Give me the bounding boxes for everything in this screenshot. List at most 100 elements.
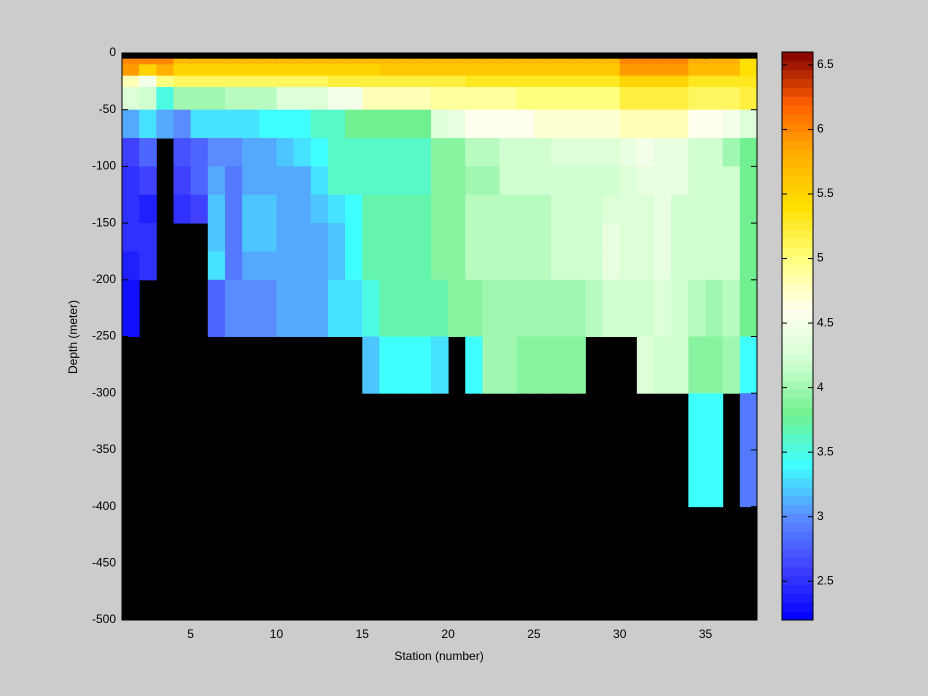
cell [379, 109, 398, 139]
cell [585, 75, 604, 88]
cell [139, 166, 157, 196]
colorbar-band [782, 309, 813, 319]
cell [499, 251, 518, 281]
cell [430, 251, 449, 281]
cell [499, 87, 518, 111]
cell [482, 223, 501, 252]
colorbar-tick-label: 3 [817, 509, 824, 523]
y-tick-label: -500 [92, 612, 116, 626]
cell [242, 223, 260, 252]
cell [619, 194, 638, 224]
cell [413, 75, 432, 88]
cell [654, 58, 672, 65]
cell [568, 109, 586, 139]
cell [207, 279, 226, 337]
cell [396, 109, 415, 139]
cell [499, 279, 518, 337]
colorbar-band [782, 220, 813, 230]
cell [413, 279, 432, 337]
cell [242, 194, 260, 224]
cell [465, 109, 483, 139]
colorbar-band [782, 256, 813, 266]
cell [671, 138, 689, 167]
colorbar-band [782, 549, 813, 559]
cell [190, 58, 209, 65]
cell [190, 87, 209, 111]
cell [671, 75, 689, 88]
cell [619, 87, 638, 111]
cell [122, 279, 140, 337]
cell [671, 166, 689, 196]
cell [173, 194, 192, 224]
cell [636, 75, 655, 88]
colorbar-band [782, 291, 813, 301]
cell [122, 64, 140, 77]
cell [722, 223, 741, 252]
cell [362, 279, 380, 337]
cell [396, 75, 415, 88]
cell [722, 64, 741, 77]
cell [224, 166, 243, 196]
cell [276, 87, 295, 111]
cell [499, 223, 518, 252]
cell [482, 166, 501, 196]
cell [224, 251, 243, 281]
cell [551, 87, 569, 111]
cell [636, 166, 655, 196]
cell [568, 87, 586, 111]
colorbar-tick-label: 2.5 [817, 573, 834, 587]
cell [448, 109, 466, 139]
cell [465, 336, 483, 394]
colorbar-band [782, 407, 813, 417]
cell [310, 251, 329, 281]
cell [345, 138, 363, 167]
cell [259, 251, 277, 281]
cell [122, 166, 140, 196]
cell [602, 223, 621, 252]
cell [516, 138, 535, 167]
cell [688, 75, 707, 88]
cell [310, 279, 329, 337]
y-axis-label: Depth (meter) [66, 300, 80, 374]
y-tick-label: -400 [92, 499, 116, 513]
cell [396, 166, 415, 196]
cell [139, 138, 157, 167]
cell [516, 58, 535, 65]
cell [465, 251, 483, 281]
cell [465, 87, 483, 111]
cell [327, 194, 346, 224]
cell [207, 64, 226, 77]
cell [568, 279, 586, 337]
cell [619, 75, 638, 88]
colorbar-band [782, 486, 813, 497]
cell [705, 109, 724, 139]
cell [156, 75, 174, 88]
cell [568, 64, 586, 77]
cell [705, 138, 724, 167]
cell [430, 87, 449, 111]
cell [585, 279, 604, 337]
cell [551, 64, 569, 77]
cell [688, 58, 707, 65]
cell [293, 75, 312, 88]
cell [585, 87, 604, 111]
colorbar-band [782, 495, 813, 506]
colorbar-band [782, 566, 813, 577]
cell [379, 138, 398, 167]
y-tick-label: -350 [92, 442, 116, 456]
cell [688, 279, 707, 337]
cell [276, 166, 295, 196]
cell [482, 251, 501, 281]
y-tick-label: 0 [109, 45, 116, 59]
cell [430, 279, 449, 337]
cell [293, 166, 312, 196]
cell [430, 58, 449, 65]
colorbar-band [782, 318, 813, 328]
colorbar-tick-label: 4 [817, 380, 824, 394]
colorbar-band [782, 460, 813, 470]
cell [465, 138, 483, 167]
cell [362, 138, 380, 167]
cell [310, 109, 329, 139]
cell [362, 166, 380, 196]
cell [688, 138, 707, 167]
